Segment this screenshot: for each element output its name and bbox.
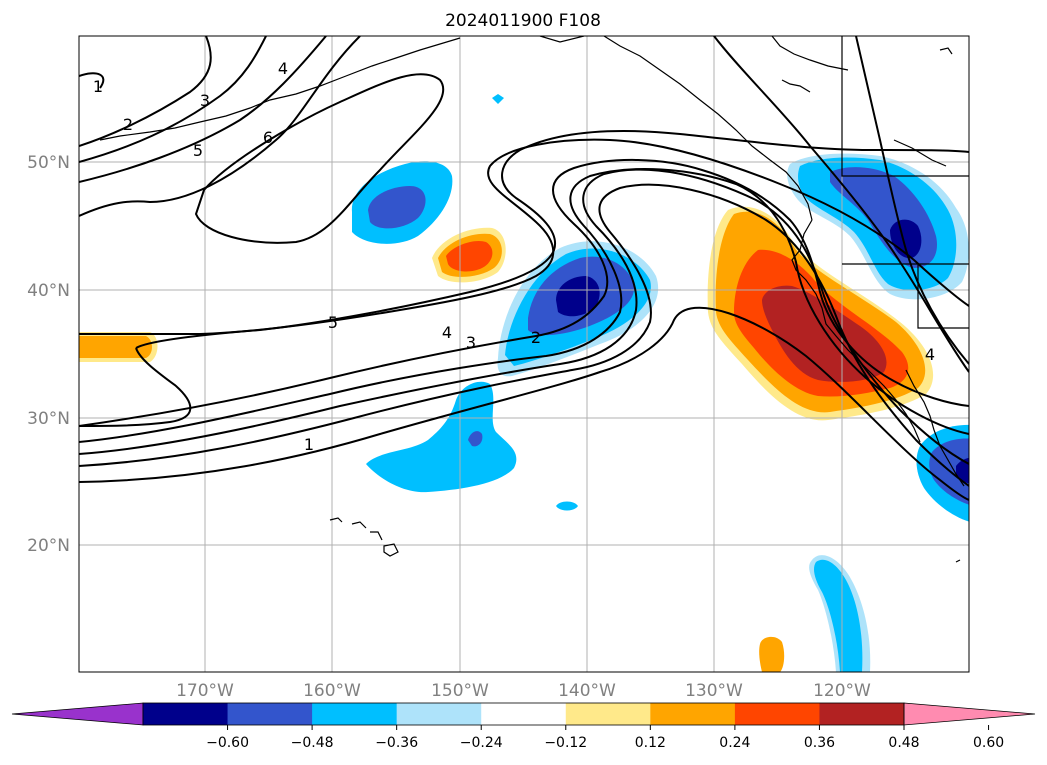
- height-contours: [79, 36, 969, 501]
- lat-label: 40°N: [27, 281, 70, 301]
- negative-anomaly-south-tongue-core: [814, 559, 863, 672]
- colorbar-segment: [650, 703, 736, 725]
- lon-label: 170°W: [176, 681, 234, 701]
- contour-label: 5: [193, 141, 203, 160]
- colorbar-tick-label: 0.12: [635, 735, 666, 751]
- lon-label: 150°W: [431, 681, 489, 701]
- lat-label: 30°N: [27, 409, 70, 429]
- colorbar-tick-label: −0.24: [460, 735, 503, 751]
- colorbar-segment: [312, 703, 398, 725]
- map-area: 1 2 3 4 5 6 1 2 3 4 5 4: [79, 36, 969, 672]
- contour-label: 3: [200, 91, 210, 110]
- negative-anomaly-tiny-spot: [492, 94, 504, 104]
- contour-label: 3: [466, 333, 476, 352]
- negative-anomaly-subtropical: [366, 381, 517, 493]
- contour-label: 2: [123, 115, 133, 134]
- anomaly-fill-layer: [79, 94, 969, 672]
- contour-labels: 1 2 3 4 5 6 1 2 3 4 5 4: [93, 59, 935, 454]
- colorbar-segment: [565, 703, 651, 725]
- positive-anomaly-west-edge-core: [79, 336, 152, 358]
- negative-anomaly-subtropical-core: [468, 431, 483, 447]
- colorbar-segment: [396, 703, 482, 725]
- lon-label: 160°W: [303, 681, 361, 701]
- colorbar-outline: [142, 702, 905, 726]
- colorbar-tick-label: −0.36: [375, 735, 418, 751]
- colorbar-tick-label: 0.48: [888, 735, 919, 751]
- colorbar-tick-label: −0.60: [206, 735, 249, 751]
- positive-anomaly-south-spot: [759, 636, 785, 672]
- colorbar-extend-low: [11, 702, 144, 726]
- colorbar-tick-label: −0.48: [291, 735, 334, 751]
- contour-label: 6: [263, 128, 273, 147]
- contour-label: 5: [328, 313, 338, 332]
- lon-label: 130°W: [685, 681, 743, 701]
- colorbar-segment: [734, 703, 820, 725]
- lat-label: 20°N: [27, 536, 70, 556]
- colorbar-segment: [481, 703, 567, 725]
- contour-label: 4: [442, 323, 452, 342]
- positive-anomaly-central-core: [446, 240, 493, 272]
- lon-label: 120°W: [813, 681, 871, 701]
- colorbar-extend-high: [903, 702, 1036, 726]
- negative-anomaly-southeast-core: [956, 457, 969, 484]
- colorbar-tick-label: 0.24: [719, 735, 750, 751]
- colorbar-tick-label: 0.60: [973, 735, 1004, 751]
- lat-label: 50°N: [27, 153, 70, 173]
- colorbar-segment: [227, 703, 313, 725]
- lon-label: 140°W: [558, 681, 616, 701]
- contour-label: 1: [304, 435, 314, 454]
- negative-anomaly-gulf-alaska-core: [368, 186, 426, 229]
- colorbar: −0.60 −0.48 −0.36 −0.24 −0.12 0.12 0.24 0.36 0.4…: [11, 702, 1036, 751]
- colorbar-segment: [143, 703, 229, 725]
- colorbar-segment: [819, 703, 905, 725]
- negative-anomaly-small-spot: [556, 501, 578, 511]
- colorbar-tick-label: 0.36: [804, 735, 835, 751]
- latitude-labels: 20°N 30°N 40°N 50°N: [27, 153, 70, 556]
- contour-label: 4: [278, 59, 288, 78]
- map-frame: [78, 35, 970, 673]
- colorbar-tick-label: −0.12: [544, 735, 587, 751]
- contour-label: 1: [93, 77, 103, 96]
- map-title: 2024011900 F108: [445, 11, 601, 31]
- contour-label: 2: [531, 328, 541, 347]
- contour-label: 4: [925, 345, 935, 364]
- longitude-labels: 170°W 160°W 150°W 140°W 130°W 120°W: [176, 681, 871, 701]
- negative-anomaly-trough-core: [556, 276, 600, 317]
